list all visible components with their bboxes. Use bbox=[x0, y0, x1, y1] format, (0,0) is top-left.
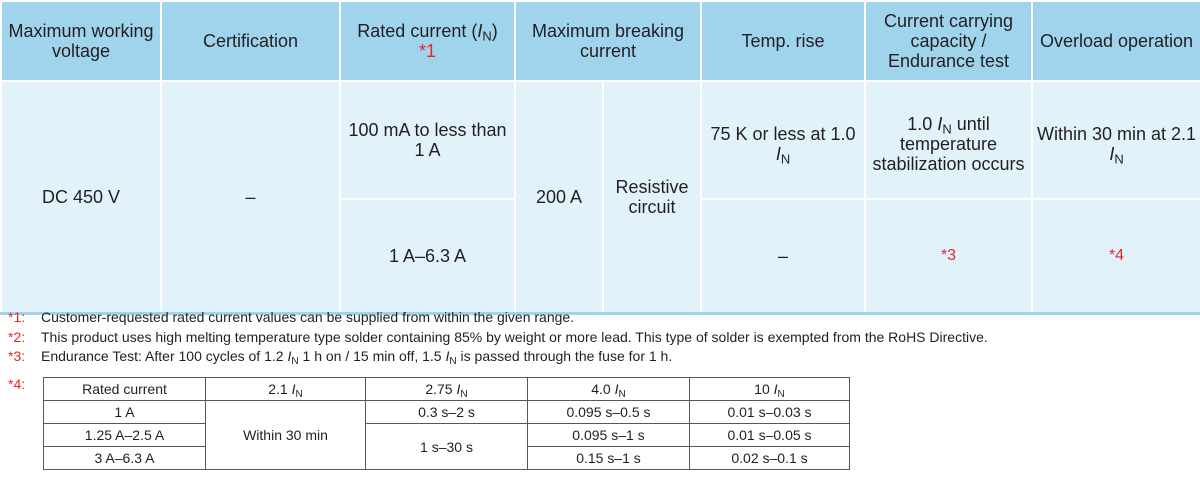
overload-header-col3: 4.0 IN bbox=[527, 377, 690, 401]
cell-voltage: DC 450 V bbox=[0, 80, 162, 315]
overload-header-col2: 2.75 IN bbox=[365, 377, 528, 401]
overload-rated: 1.25 A–2.5 A bbox=[43, 423, 206, 447]
header-breaking-current: Maximum breaking current bbox=[513, 0, 703, 82]
cell-rated-range-2: 1 A–6.3 A bbox=[339, 198, 516, 315]
fuse-spec-table: Maximum working voltage Certification Ra… bbox=[0, 0, 1200, 315]
header-max-voltage: Maximum working voltage bbox=[0, 0, 162, 82]
cell-temp-rise-1: 75 K or less at 1.0 IN bbox=[700, 80, 867, 200]
footnote-3: *3: Endurance Test: After 100 cycles of 1… bbox=[8, 348, 673, 367]
overload-cell: 0.095 s–0.5 s bbox=[527, 400, 690, 424]
overload-rated: 3 A–6.3 A bbox=[43, 446, 206, 470]
table-row: 1.25 A–2.5 A 1 s–30 s 0.095 s–1 s 0.01 s… bbox=[43, 423, 850, 470]
overload-header-row: Rated current 2.1 IN 2.75 IN 4.0 IN 10 I… bbox=[43, 377, 850, 401]
overload-header-col1: 2.1 IN bbox=[205, 377, 366, 401]
header-capacity: Current carrying capacity / Endurance te… bbox=[864, 0, 1034, 82]
overload-cell: 0.15 s–1 s bbox=[527, 446, 690, 470]
table-row: 1 A Within 30 min 0.3 s–2 s 0.095 s–0.5 … bbox=[43, 400, 850, 470]
cell-capacity-2: *3 bbox=[864, 198, 1034, 315]
header-rated-current: Rated current (IN) *1 bbox=[339, 0, 516, 82]
footnote-1: *1: Customer-requested rated current valu… bbox=[8, 309, 575, 325]
overload-cell: 0.095 s–1 s bbox=[527, 423, 690, 447]
table-row: 3 A–6.3 A 0.15 s–1 s 0.02 s–0.1 s bbox=[43, 446, 850, 470]
cell-breaking-circuit: Resistive circuit bbox=[601, 80, 703, 315]
header-overload: Overload operation bbox=[1031, 0, 1200, 82]
cell-breaking-value: 200 A bbox=[514, 80, 604, 315]
header-temp-rise: Temp. rise bbox=[700, 0, 867, 82]
overload-cell: 0.01 s–0.05 s bbox=[689, 423, 850, 447]
overload-cell: 0.01 s–0.03 s bbox=[689, 400, 850, 424]
cell-rated-range-1: 100 mA to less than 1 A bbox=[339, 80, 516, 200]
footnotes: *1: Customer-requested rated current valu… bbox=[8, 308, 988, 367]
overload-header-rated: Rated current bbox=[43, 377, 206, 401]
cell-certification: – bbox=[160, 80, 341, 315]
footnote-2: *2: This product uses high melting temper… bbox=[8, 328, 988, 345]
cell-overload-1: Within 30 min at 2.1 IN bbox=[1031, 80, 1200, 200]
cell-temp-rise-2: – bbox=[700, 198, 867, 315]
cell-overload-2: *4 bbox=[1031, 198, 1200, 315]
overload-merged-col2: 1 s–30 s bbox=[365, 423, 528, 470]
overload-merged-col1: Within 30 min bbox=[205, 400, 366, 470]
footnote-4-mark: *4: bbox=[8, 376, 26, 392]
overload-header-col4: 10 IN bbox=[689, 377, 850, 401]
note-ref-1: *1 bbox=[418, 41, 436, 61]
overload-cell: 0.02 s–0.1 s bbox=[689, 446, 850, 470]
header-certification: Certification bbox=[160, 0, 341, 82]
overload-cell: 0.3 s–2 s bbox=[365, 400, 528, 424]
overload-time-table: Rated current 2.1 IN 2.75 IN 4.0 IN 10 I… bbox=[43, 377, 850, 470]
cell-capacity-1: 1.0 IN until temperature stabilization o… bbox=[864, 80, 1034, 200]
overload-rated: 1 A bbox=[43, 400, 206, 424]
